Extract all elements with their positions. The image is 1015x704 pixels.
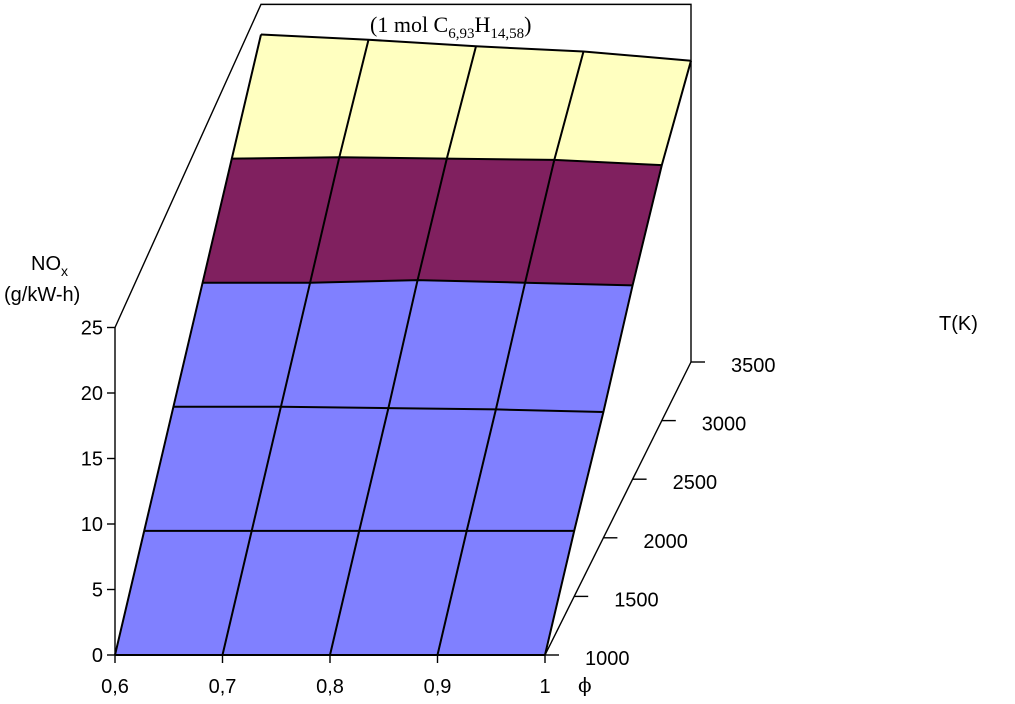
z-tick-label: 15 bbox=[81, 449, 103, 471]
surface-grid-line bbox=[544, 60, 692, 656]
t-tick-label: 1000 bbox=[585, 648, 630, 670]
t-tick-label: 1500 bbox=[614, 589, 659, 611]
phi-axis-label: ϕ bbox=[578, 673, 592, 697]
t-tick-label: 3500 bbox=[731, 355, 776, 377]
t-axis-label: T(K) bbox=[939, 313, 978, 335]
phi-tick-label: 0,8 bbox=[316, 676, 344, 698]
title-prefix: (1 mol C bbox=[370, 12, 448, 37]
back-frame bbox=[114, 3, 692, 362]
title-sub2: 14,58 bbox=[490, 26, 524, 42]
phi-tick-label: 1 bbox=[539, 676, 550, 698]
surface-grid-line bbox=[436, 51, 585, 656]
title-mid: H bbox=[474, 12, 490, 37]
phi-tick-label: 0,6 bbox=[101, 676, 129, 698]
surface-grid-line bbox=[329, 46, 477, 656]
title-suffix: ) bbox=[524, 12, 531, 37]
phi-tick-label: 0,9 bbox=[424, 676, 452, 698]
t-tick-label: 3000 bbox=[702, 414, 747, 436]
surface-layer bbox=[114, 33, 692, 656]
chart-title: (1 mol C6,93H14,58) bbox=[370, 12, 531, 42]
title-sub1: 6,93 bbox=[448, 26, 474, 42]
z-axis-label: NOx bbox=[31, 253, 68, 279]
surface-grid-line bbox=[221, 39, 370, 656]
z-tick-label: 0 bbox=[92, 645, 103, 667]
t-tick-label: 2500 bbox=[673, 472, 718, 494]
tick-layer: 0 5 10 15 20 25 0,6 0,7 0,8 0,9 1 1000 1500 2000 2500 3… bbox=[81, 318, 776, 699]
t-axis-line bbox=[544, 361, 692, 656]
z-tick-label: 25 bbox=[81, 318, 103, 340]
z-label-main: NO bbox=[31, 253, 61, 275]
surface-grid-line bbox=[114, 34, 262, 656]
z-tick-label: 10 bbox=[81, 514, 103, 536]
z-label-sub: x bbox=[61, 263, 68, 279]
z-tick-label: 5 bbox=[92, 580, 103, 602]
phi-tick-label: 0,7 bbox=[209, 676, 237, 698]
t-tick-label: 2000 bbox=[643, 531, 688, 553]
z-tick-label: 20 bbox=[81, 383, 103, 405]
z-axis-unit: (g/kW-h) bbox=[4, 284, 80, 306]
